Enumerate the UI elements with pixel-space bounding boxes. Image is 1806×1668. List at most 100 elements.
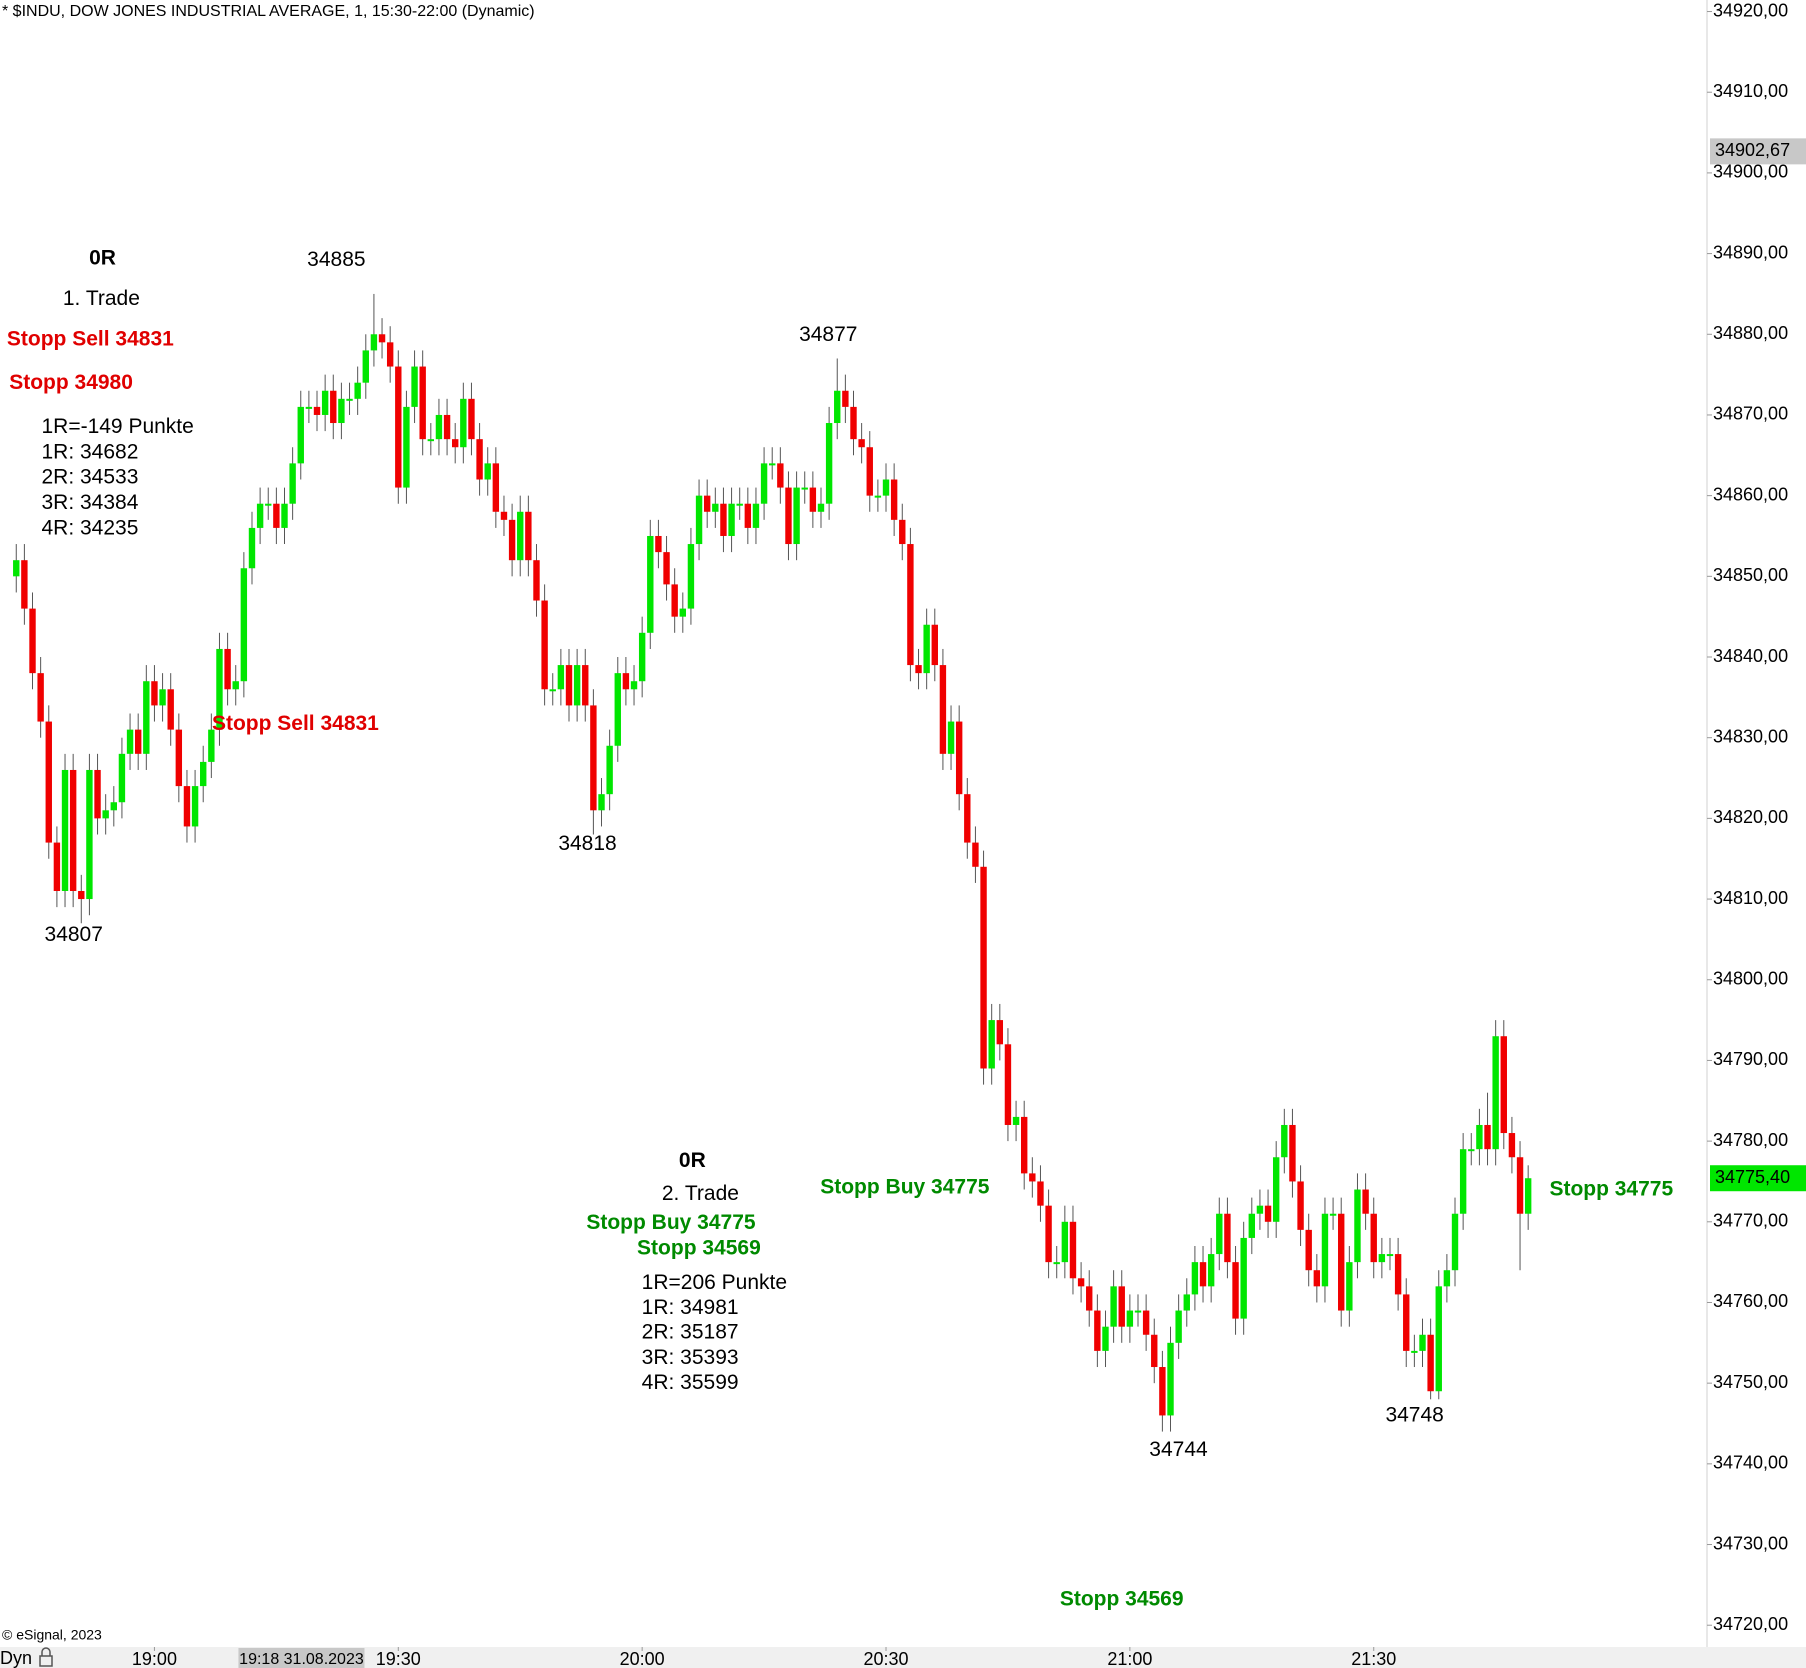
- candle-body: [1126, 1310, 1134, 1327]
- candle-body: [744, 503, 752, 528]
- candle-body: [419, 366, 426, 440]
- candle-body: [541, 600, 548, 690]
- candle-body: [769, 463, 776, 466]
- candle-body: [476, 439, 483, 480]
- candle-body: [663, 552, 670, 585]
- y-tick-label: 34880,00: [1713, 323, 1788, 343]
- annotation: 1R=-149 Punkte: [41, 415, 193, 438]
- candle-body: [53, 842, 61, 891]
- annotation: 0R: [679, 1149, 706, 1172]
- candle-body: [866, 447, 873, 496]
- y-tick-label: 34750,00: [1713, 1372, 1788, 1392]
- candle-body: [1435, 1286, 1442, 1392]
- candle-body: [850, 406, 857, 440]
- annotation: Stopp 34980: [9, 371, 133, 394]
- candle-body: [1004, 1044, 1012, 1125]
- candle-body: [606, 745, 613, 795]
- y-tick-label: 34780,00: [1713, 1130, 1788, 1150]
- candle-body: [281, 503, 288, 528]
- candle-body: [801, 487, 808, 490]
- candle-body: [78, 890, 85, 900]
- candle-body: [752, 503, 760, 528]
- candle-body: [452, 439, 459, 448]
- candle-body: [305, 406, 313, 409]
- y-tick-label: 34810,00: [1713, 888, 1788, 908]
- annotation: 34807: [45, 923, 103, 946]
- candle-body: [525, 511, 532, 561]
- cursor-time-box: [238, 1648, 365, 1668]
- candle-body: [1524, 1178, 1532, 1214]
- candle-body: [939, 665, 947, 754]
- candle-body: [533, 560, 540, 601]
- candle-body: [1256, 1205, 1264, 1214]
- candle-body: [712, 503, 719, 512]
- candle-body: [427, 439, 435, 442]
- time-axis-panel: [0, 1647, 1806, 1668]
- candle-body: [126, 729, 134, 754]
- candle-body: [1207, 1254, 1215, 1287]
- candle-body: [882, 479, 890, 496]
- candle-body: [13, 560, 20, 577]
- candle-body: [809, 487, 817, 512]
- candle-body: [549, 689, 556, 692]
- candle-body: [785, 487, 792, 545]
- annotation: 34885: [307, 248, 365, 271]
- candle-body: [1167, 1342, 1174, 1416]
- candle-body: [468, 398, 475, 440]
- candle-body: [1297, 1181, 1304, 1230]
- annotation: 34744: [1149, 1438, 1208, 1461]
- candle-body: [817, 503, 825, 512]
- candle-body: [297, 406, 304, 464]
- y-tick-label: 34770,00: [1713, 1211, 1788, 1231]
- candle-body: [582, 665, 589, 706]
- candle-body: [630, 681, 638, 690]
- candle-body: [703, 495, 711, 512]
- candle-body: [890, 479, 898, 520]
- y-tick-label: 34730,00: [1713, 1533, 1788, 1553]
- candle-body: [1151, 1334, 1158, 1368]
- candle-body: [21, 560, 28, 609]
- y-tick-label: 34830,00: [1713, 726, 1788, 746]
- candle-body: [321, 390, 329, 415]
- y-tick-label: 34720,00: [1713, 1614, 1788, 1634]
- candle-body: [931, 624, 938, 666]
- candle-body: [508, 519, 516, 561]
- annotation: 4R: 35599: [642, 1371, 739, 1394]
- marker-price-box: [1710, 138, 1806, 165]
- candle-body: [1386, 1254, 1394, 1257]
- candle-body: [492, 463, 500, 512]
- candle-body: [671, 584, 678, 617]
- candle-body: [1021, 1116, 1028, 1174]
- candle-body: [1199, 1262, 1207, 1287]
- candle-body: [1240, 1237, 1247, 1319]
- annotation: 4R: 34235: [41, 516, 138, 539]
- candle-body: [923, 624, 930, 674]
- y-tick-label: 34890,00: [1713, 242, 1788, 262]
- candle-body: [825, 423, 833, 504]
- candle-body: [874, 495, 882, 498]
- candle-body: [1329, 1213, 1337, 1216]
- annotation: Stopp Buy 34775: [586, 1211, 756, 1234]
- x-tick-label: 20:00: [620, 1649, 665, 1668]
- candle-body: [1248, 1213, 1255, 1238]
- annotation: 0R: [89, 247, 116, 270]
- candle-body: [346, 398, 353, 401]
- candle-body: [386, 342, 394, 367]
- candle-body: [1370, 1213, 1377, 1263]
- candle-body: [362, 350, 369, 383]
- candle-body: [1191, 1262, 1199, 1295]
- y-tick-label: 34860,00: [1713, 484, 1788, 504]
- y-tick-label: 34760,00: [1713, 1291, 1788, 1311]
- y-tick-label: 34900,00: [1713, 162, 1788, 182]
- candle-body: [777, 463, 784, 488]
- candle-body: [330, 390, 337, 424]
- candle-body: [955, 721, 963, 795]
- candle-body: [1403, 1294, 1410, 1351]
- candle-body: [590, 705, 597, 811]
- candle-body: [435, 414, 443, 440]
- annotation: 1R: 34682: [41, 440, 138, 463]
- candle-body: [37, 673, 44, 722]
- candle-body: [1508, 1133, 1516, 1158]
- candle-body: [1118, 1286, 1125, 1327]
- candle-body: [1061, 1221, 1069, 1263]
